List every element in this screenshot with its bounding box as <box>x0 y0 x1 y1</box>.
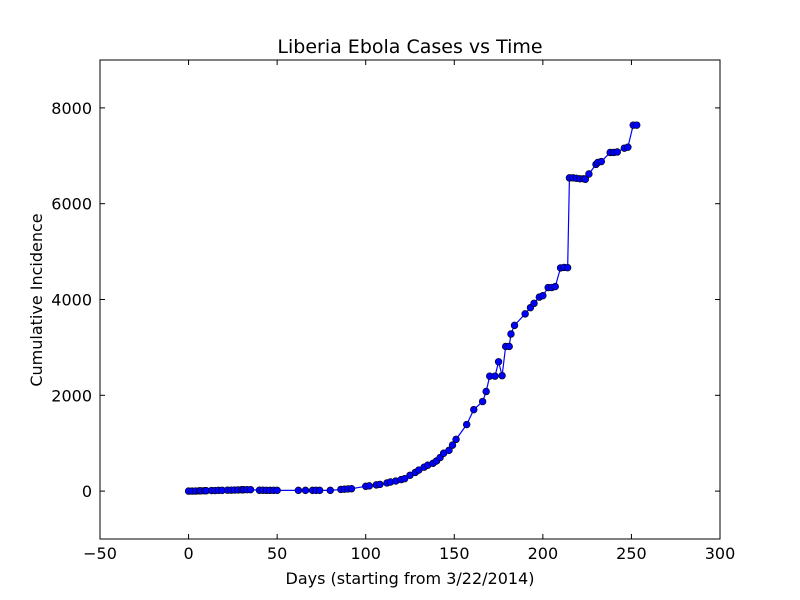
data-point <box>400 474 409 483</box>
data-point <box>563 263 572 272</box>
data-point <box>510 321 519 330</box>
x-tick-label: 150 <box>439 544 470 563</box>
data-point <box>448 441 457 449</box>
data-point <box>521 310 529 318</box>
x-tick-label: 300 <box>705 544 736 563</box>
data-point <box>301 486 310 495</box>
y-tick-label: 2000 <box>51 386 92 405</box>
data-point <box>597 157 606 166</box>
x-axis-label: Days (starting from 3/22/2014) <box>286 569 535 588</box>
data-point <box>294 486 303 495</box>
data-point <box>273 486 281 495</box>
y-axis-label: Cumulative Incidence <box>27 213 46 386</box>
x-tick-label: −50 <box>83 544 117 563</box>
data-point <box>478 397 487 406</box>
data-point <box>462 420 471 429</box>
data-point <box>246 485 255 494</box>
x-tick-label: 250 <box>616 544 647 563</box>
data-point <box>633 121 641 129</box>
y-tick-label: 8000 <box>51 99 92 118</box>
data-point <box>376 480 384 489</box>
data-point <box>326 486 334 495</box>
data-point <box>585 170 593 178</box>
data-point <box>539 291 547 300</box>
y-tick-label: 6000 <box>51 195 92 214</box>
data-point <box>613 148 621 156</box>
data-point <box>505 342 513 351</box>
x-tick-label: 50 <box>267 544 287 563</box>
x-tick-label: 0 <box>183 544 193 563</box>
x-tick-label: 200 <box>528 544 559 563</box>
y-tick-label: 4000 <box>51 291 92 310</box>
data-point <box>491 372 499 380</box>
data-point <box>452 435 460 444</box>
data-point <box>470 405 478 414</box>
data-point <box>624 143 632 151</box>
x-tick-label: 100 <box>350 544 381 563</box>
data-point <box>581 175 590 183</box>
data-point <box>315 486 324 495</box>
data-point <box>482 387 490 396</box>
data-point <box>551 282 559 291</box>
data-point <box>530 299 538 308</box>
data-point <box>498 371 506 380</box>
plot-area: −50 0 50 100 150 200 250 300 0 2000 4000 6000 8000 <box>51 59 736 563</box>
chart-title: Liberia Ebola Cases vs Time <box>277 36 542 58</box>
data-point <box>445 446 453 455</box>
y-tick-label: 0 <box>82 482 92 501</box>
data-point <box>365 482 373 490</box>
data-point <box>347 485 356 493</box>
data-point <box>507 330 515 338</box>
data-point <box>494 358 503 366</box>
